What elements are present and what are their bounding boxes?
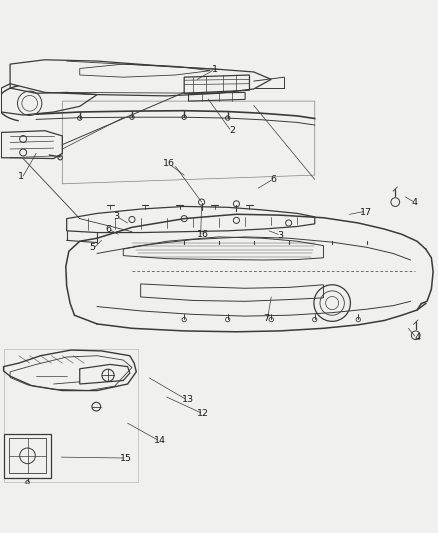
Text: 4: 4 [414, 333, 420, 342]
Text: 6: 6 [105, 224, 111, 233]
Text: 6: 6 [270, 175, 276, 184]
Text: 4: 4 [412, 198, 418, 207]
Text: 14: 14 [154, 436, 166, 445]
Text: 3: 3 [113, 212, 120, 221]
Text: 16: 16 [163, 159, 175, 168]
Text: 13: 13 [182, 395, 194, 404]
Text: 1: 1 [18, 172, 24, 181]
Text: 15: 15 [120, 454, 132, 463]
Text: 3: 3 [277, 231, 283, 240]
Text: 17: 17 [360, 207, 372, 216]
Text: 2: 2 [229, 126, 235, 135]
Text: 12: 12 [198, 409, 209, 418]
Text: 16: 16 [197, 230, 208, 239]
Text: 7: 7 [263, 314, 269, 323]
Text: 1: 1 [212, 65, 218, 74]
Text: 5: 5 [90, 243, 96, 252]
